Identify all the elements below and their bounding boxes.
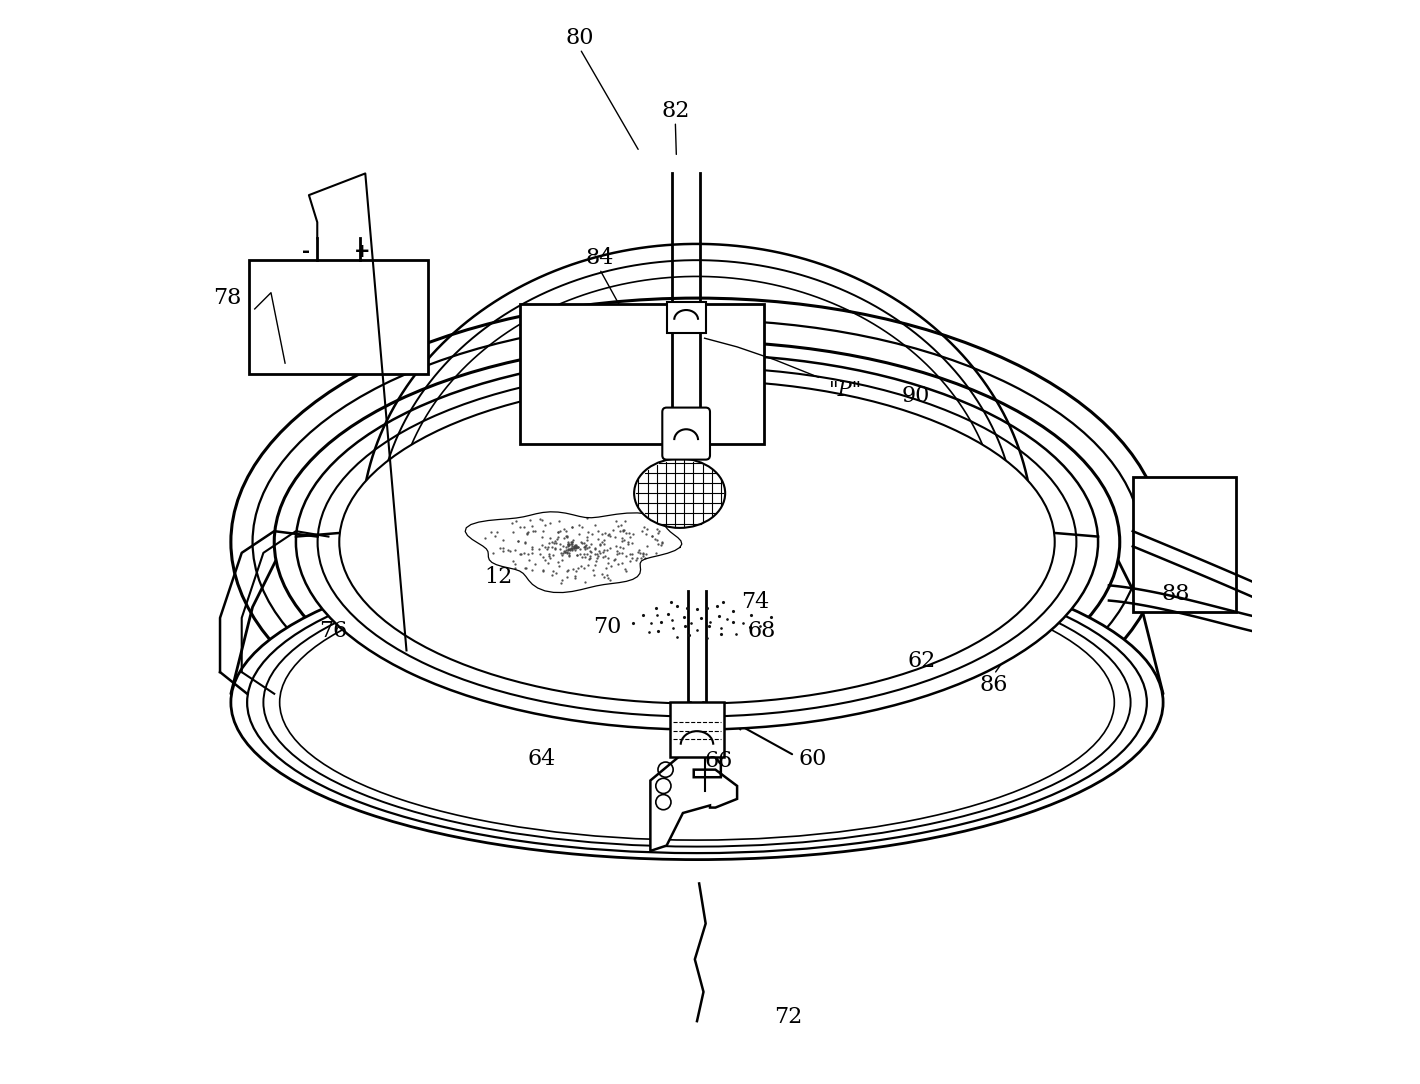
Polygon shape xyxy=(650,743,737,851)
Bar xyxy=(1133,477,1235,612)
Text: 80: 80 xyxy=(565,27,594,49)
Text: 76: 76 xyxy=(318,620,346,642)
Text: 70: 70 xyxy=(592,616,621,637)
Ellipse shape xyxy=(274,341,1120,743)
Text: 90: 90 xyxy=(902,385,930,406)
Ellipse shape xyxy=(280,565,1115,840)
Bar xyxy=(250,260,429,374)
Ellipse shape xyxy=(318,367,1076,717)
Text: 74: 74 xyxy=(741,591,770,612)
Bar xyxy=(666,302,706,333)
Text: 84: 84 xyxy=(585,247,613,269)
Text: 68: 68 xyxy=(748,620,777,642)
Text: 62: 62 xyxy=(907,650,936,672)
Ellipse shape xyxy=(263,558,1130,847)
Text: "P": "P" xyxy=(829,380,862,400)
FancyBboxPatch shape xyxy=(662,408,710,460)
Text: 88: 88 xyxy=(1162,583,1190,605)
Text: 66: 66 xyxy=(704,750,733,772)
Text: +: + xyxy=(354,242,371,261)
Bar xyxy=(670,702,724,757)
Text: 82: 82 xyxy=(662,100,690,121)
Text: 78: 78 xyxy=(213,287,241,309)
Ellipse shape xyxy=(231,298,1163,786)
Ellipse shape xyxy=(295,354,1098,730)
Ellipse shape xyxy=(635,459,726,528)
Text: 72: 72 xyxy=(774,1006,802,1028)
Text: 12: 12 xyxy=(484,566,513,588)
Ellipse shape xyxy=(231,545,1163,860)
Ellipse shape xyxy=(247,552,1147,853)
Ellipse shape xyxy=(253,320,1142,764)
Text: 86: 86 xyxy=(980,674,1008,696)
Text: -: - xyxy=(302,242,311,261)
Text: 64: 64 xyxy=(528,748,557,770)
Text: 60: 60 xyxy=(799,748,828,770)
Bar xyxy=(520,304,764,444)
Ellipse shape xyxy=(339,380,1055,704)
